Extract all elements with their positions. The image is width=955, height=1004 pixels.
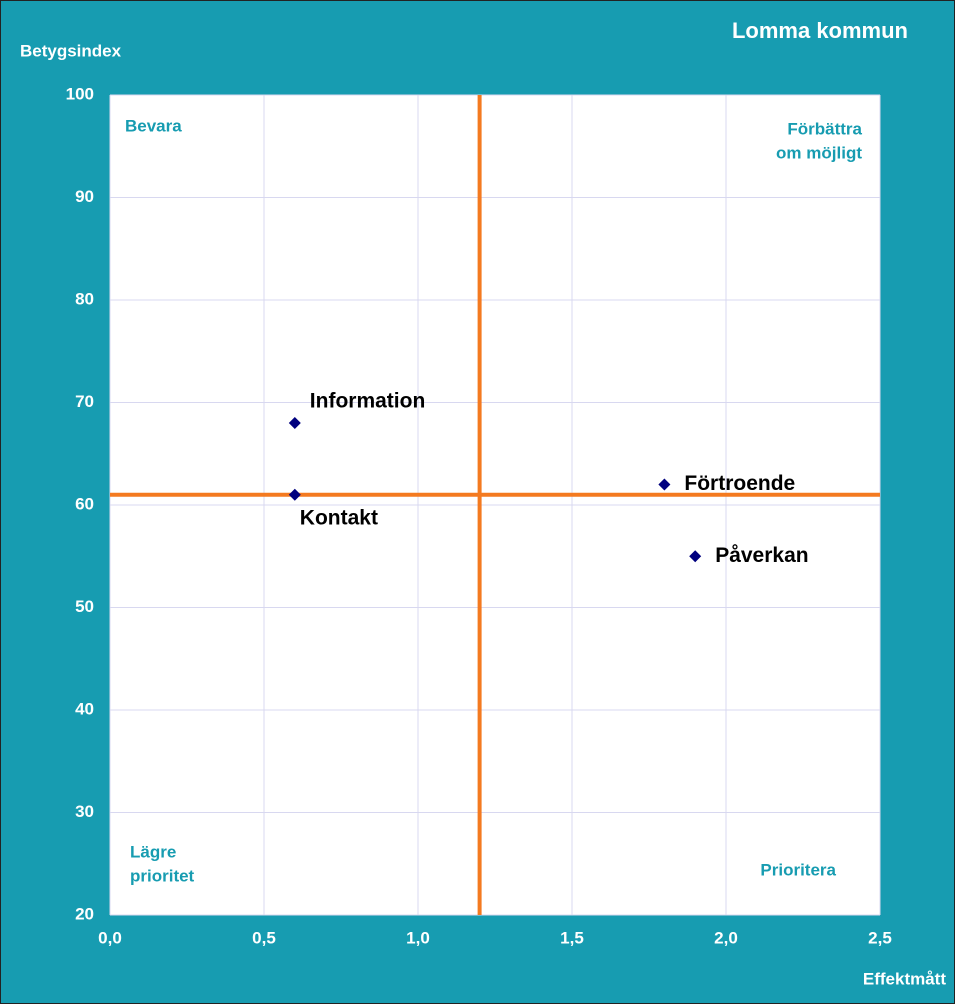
x-tick-label: 2,0: [714, 928, 738, 947]
y-tick-label: 60: [75, 494, 94, 513]
point-label: Information: [310, 390, 426, 413]
data-point: [689, 550, 702, 563]
y-tick-label: 20: [75, 904, 94, 923]
y-tick-label: 70: [75, 392, 94, 411]
y-axis-label: Betygsindex: [20, 41, 122, 60]
y-tick-label: 40: [75, 699, 94, 718]
data-point: [288, 488, 301, 501]
quadrant-label: Lägre: [130, 842, 176, 861]
point-label: Kontakt: [300, 506, 378, 529]
quadrant-label: Prioritera: [760, 860, 836, 879]
quadrant-label: prioritet: [130, 866, 195, 885]
y-tick-label: 100: [66, 84, 94, 103]
data-point: [288, 417, 301, 429]
x-tick-label: 2,5: [868, 928, 892, 947]
point-label: Förtroende: [684, 472, 795, 495]
quadrant-label: Förbättra: [787, 119, 862, 138]
x-tick-label: 1,5: [560, 928, 584, 947]
y-tick-label: 50: [75, 597, 94, 616]
y-tick-label: 80: [75, 289, 94, 308]
y-tick-label: 30: [75, 802, 94, 821]
point-label: Påverkan: [715, 544, 808, 567]
y-tick-label: 90: [75, 187, 94, 206]
data-point: [658, 478, 671, 491]
x-tick-label: 0,5: [252, 928, 276, 947]
chart-title: Lomma kommun: [732, 18, 908, 43]
quadrant-label: om möjligt: [776, 143, 862, 162]
quadrant-label: Bevara: [125, 116, 182, 135]
x-tick-label: 0,0: [98, 928, 122, 947]
x-axis-label: Effektmått: [863, 969, 946, 988]
x-tick-label: 1,0: [406, 928, 430, 947]
